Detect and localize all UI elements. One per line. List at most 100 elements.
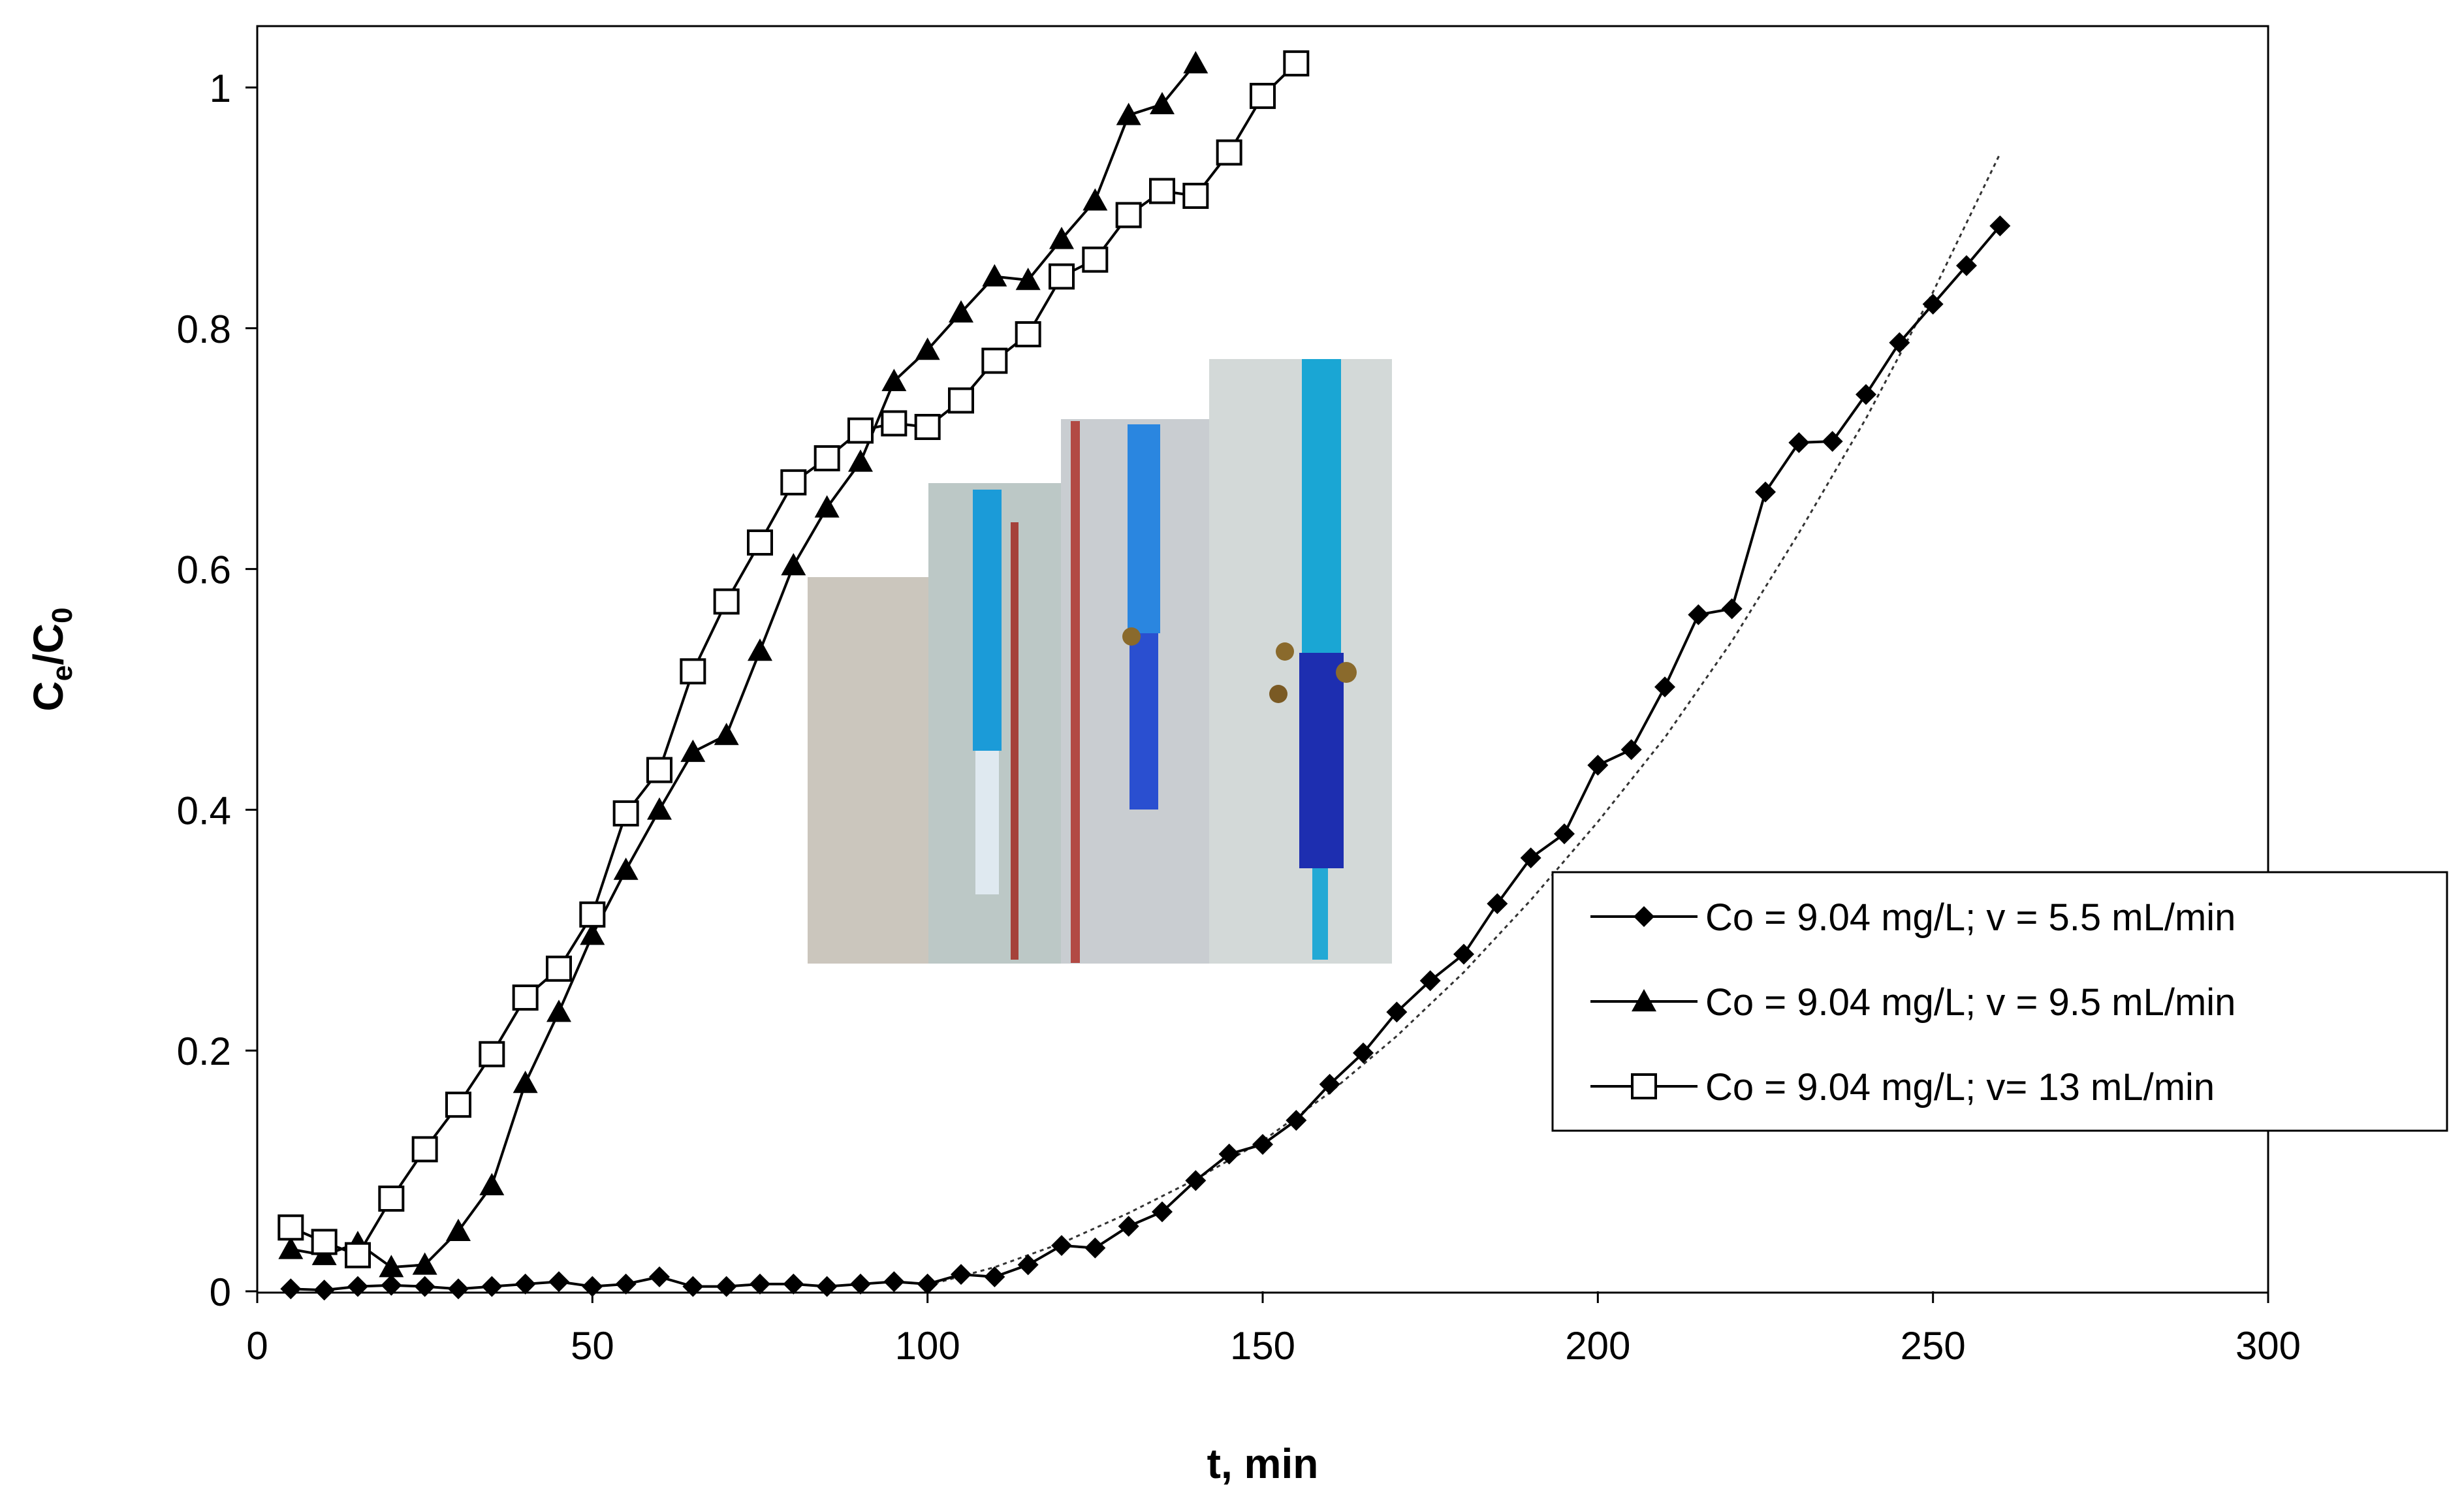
data-point (1755, 481, 1776, 503)
data-point (881, 410, 908, 437)
data-point (915, 337, 940, 360)
data-point (1889, 332, 1910, 353)
x-tick-label: 200 (1565, 1324, 1630, 1368)
column-3 (1302, 359, 1341, 653)
data-point (1688, 604, 1709, 625)
data-point (1922, 293, 1944, 315)
data-point (1353, 1042, 1374, 1063)
data-point (412, 1252, 437, 1275)
data-point (1419, 970, 1441, 992)
data-point (883, 1271, 905, 1293)
data-point (548, 1271, 569, 1293)
stand-rod-1 (1011, 522, 1019, 960)
y-axis-title-mid: /C (25, 623, 72, 665)
data-point (1487, 893, 1508, 915)
data-point (479, 1041, 505, 1067)
data-point (1149, 178, 1175, 204)
data-point (1856, 384, 1876, 405)
data-point (580, 922, 605, 945)
data-point (1185, 1170, 1207, 1191)
data-point (1250, 82, 1276, 109)
data-point (1049, 263, 1075, 290)
data-point (1116, 102, 1141, 125)
data-point (750, 1273, 770, 1295)
column-2 (1128, 424, 1160, 633)
data-point (714, 723, 739, 746)
data-point (311, 1229, 338, 1255)
data-point (313, 1280, 335, 1301)
data-point (981, 347, 1008, 374)
series-3 (277, 50, 1310, 1268)
legend-entry: Co = 9.04 mg/L; v = 9.5 mL/min (1590, 981, 2235, 1024)
data-point (277, 1214, 304, 1241)
y-tick-label: 0 (210, 1270, 231, 1314)
data-point (917, 1273, 938, 1295)
data-point (615, 1273, 637, 1295)
data-point (613, 857, 639, 880)
data-point (446, 1218, 471, 1241)
data-point (1049, 227, 1074, 249)
data-point (1150, 91, 1175, 115)
clamp-4 (1269, 685, 1287, 703)
legend-entry: Co = 9.04 mg/L; v = 5.5 mL/min (1590, 896, 2235, 939)
series-layer (277, 50, 2011, 1301)
data-point (414, 1276, 435, 1297)
y-tick-label: 1 (210, 67, 231, 110)
legend-label: Co = 9.04 mg/L; v = 5.5 mL/min (1705, 896, 2235, 939)
data-point (984, 1266, 1005, 1287)
column-1-lower (975, 751, 999, 894)
series-1 (280, 215, 2011, 1301)
data-point (1115, 202, 1142, 228)
data-point (716, 1276, 737, 1297)
data-point (948, 387, 974, 414)
data-point (1216, 139, 1242, 166)
data-point (848, 449, 873, 472)
data-point (646, 757, 672, 783)
data-point (881, 368, 907, 392)
data-point (345, 1242, 371, 1268)
column-photos-inset (808, 359, 1392, 964)
legend-label: Co = 9.04 mg/L; v = 9.5 mL/min (1705, 981, 2235, 1024)
data-point (1286, 1110, 1307, 1131)
data-point (513, 1070, 538, 1093)
data-point (378, 1186, 405, 1212)
data-point (479, 1172, 505, 1195)
data-point (649, 1266, 670, 1287)
data-point (1989, 215, 2011, 237)
data-point (747, 529, 773, 556)
data-point (1554, 823, 1575, 845)
data-point (1082, 188, 1108, 211)
column-1 (973, 490, 1002, 751)
y-tick-label: 0.8 (177, 307, 231, 351)
data-point (680, 658, 706, 685)
data-point (481, 1276, 503, 1297)
data-point (1956, 255, 1977, 276)
data-point (347, 1276, 368, 1297)
data-point (682, 1276, 704, 1297)
data-point (814, 495, 840, 518)
y-axis-title-sub-e: e (46, 665, 78, 681)
data-point (1721, 598, 1743, 620)
data-point (381, 1274, 402, 1296)
data-point (1822, 431, 1843, 452)
data-point (813, 445, 840, 471)
x-axis: 0 50 100 150 200 250 300 (246, 1291, 2301, 1368)
data-point (1453, 943, 1474, 965)
data-point (411, 1136, 438, 1163)
data-point (982, 264, 1007, 287)
data-point (1017, 1254, 1039, 1276)
data-point (951, 1264, 971, 1285)
data-point (582, 1276, 603, 1297)
column-3-lower (1299, 653, 1344, 868)
data-point (379, 1255, 404, 1278)
legend-entry: Co = 9.04 mg/L; v= 13 mL/min (1590, 1066, 2215, 1109)
data-point (280, 1278, 302, 1300)
data-point (1182, 182, 1209, 209)
data-point (579, 901, 606, 928)
legend: Co = 9.04 mg/L; v = 5.5 mL/min Co = 9.04 … (1551, 871, 2448, 1132)
column-3-tip (1312, 868, 1328, 960)
series-line (290, 62, 1197, 1269)
fit-curve (927, 153, 2001, 1287)
data-point (1084, 1237, 1106, 1259)
